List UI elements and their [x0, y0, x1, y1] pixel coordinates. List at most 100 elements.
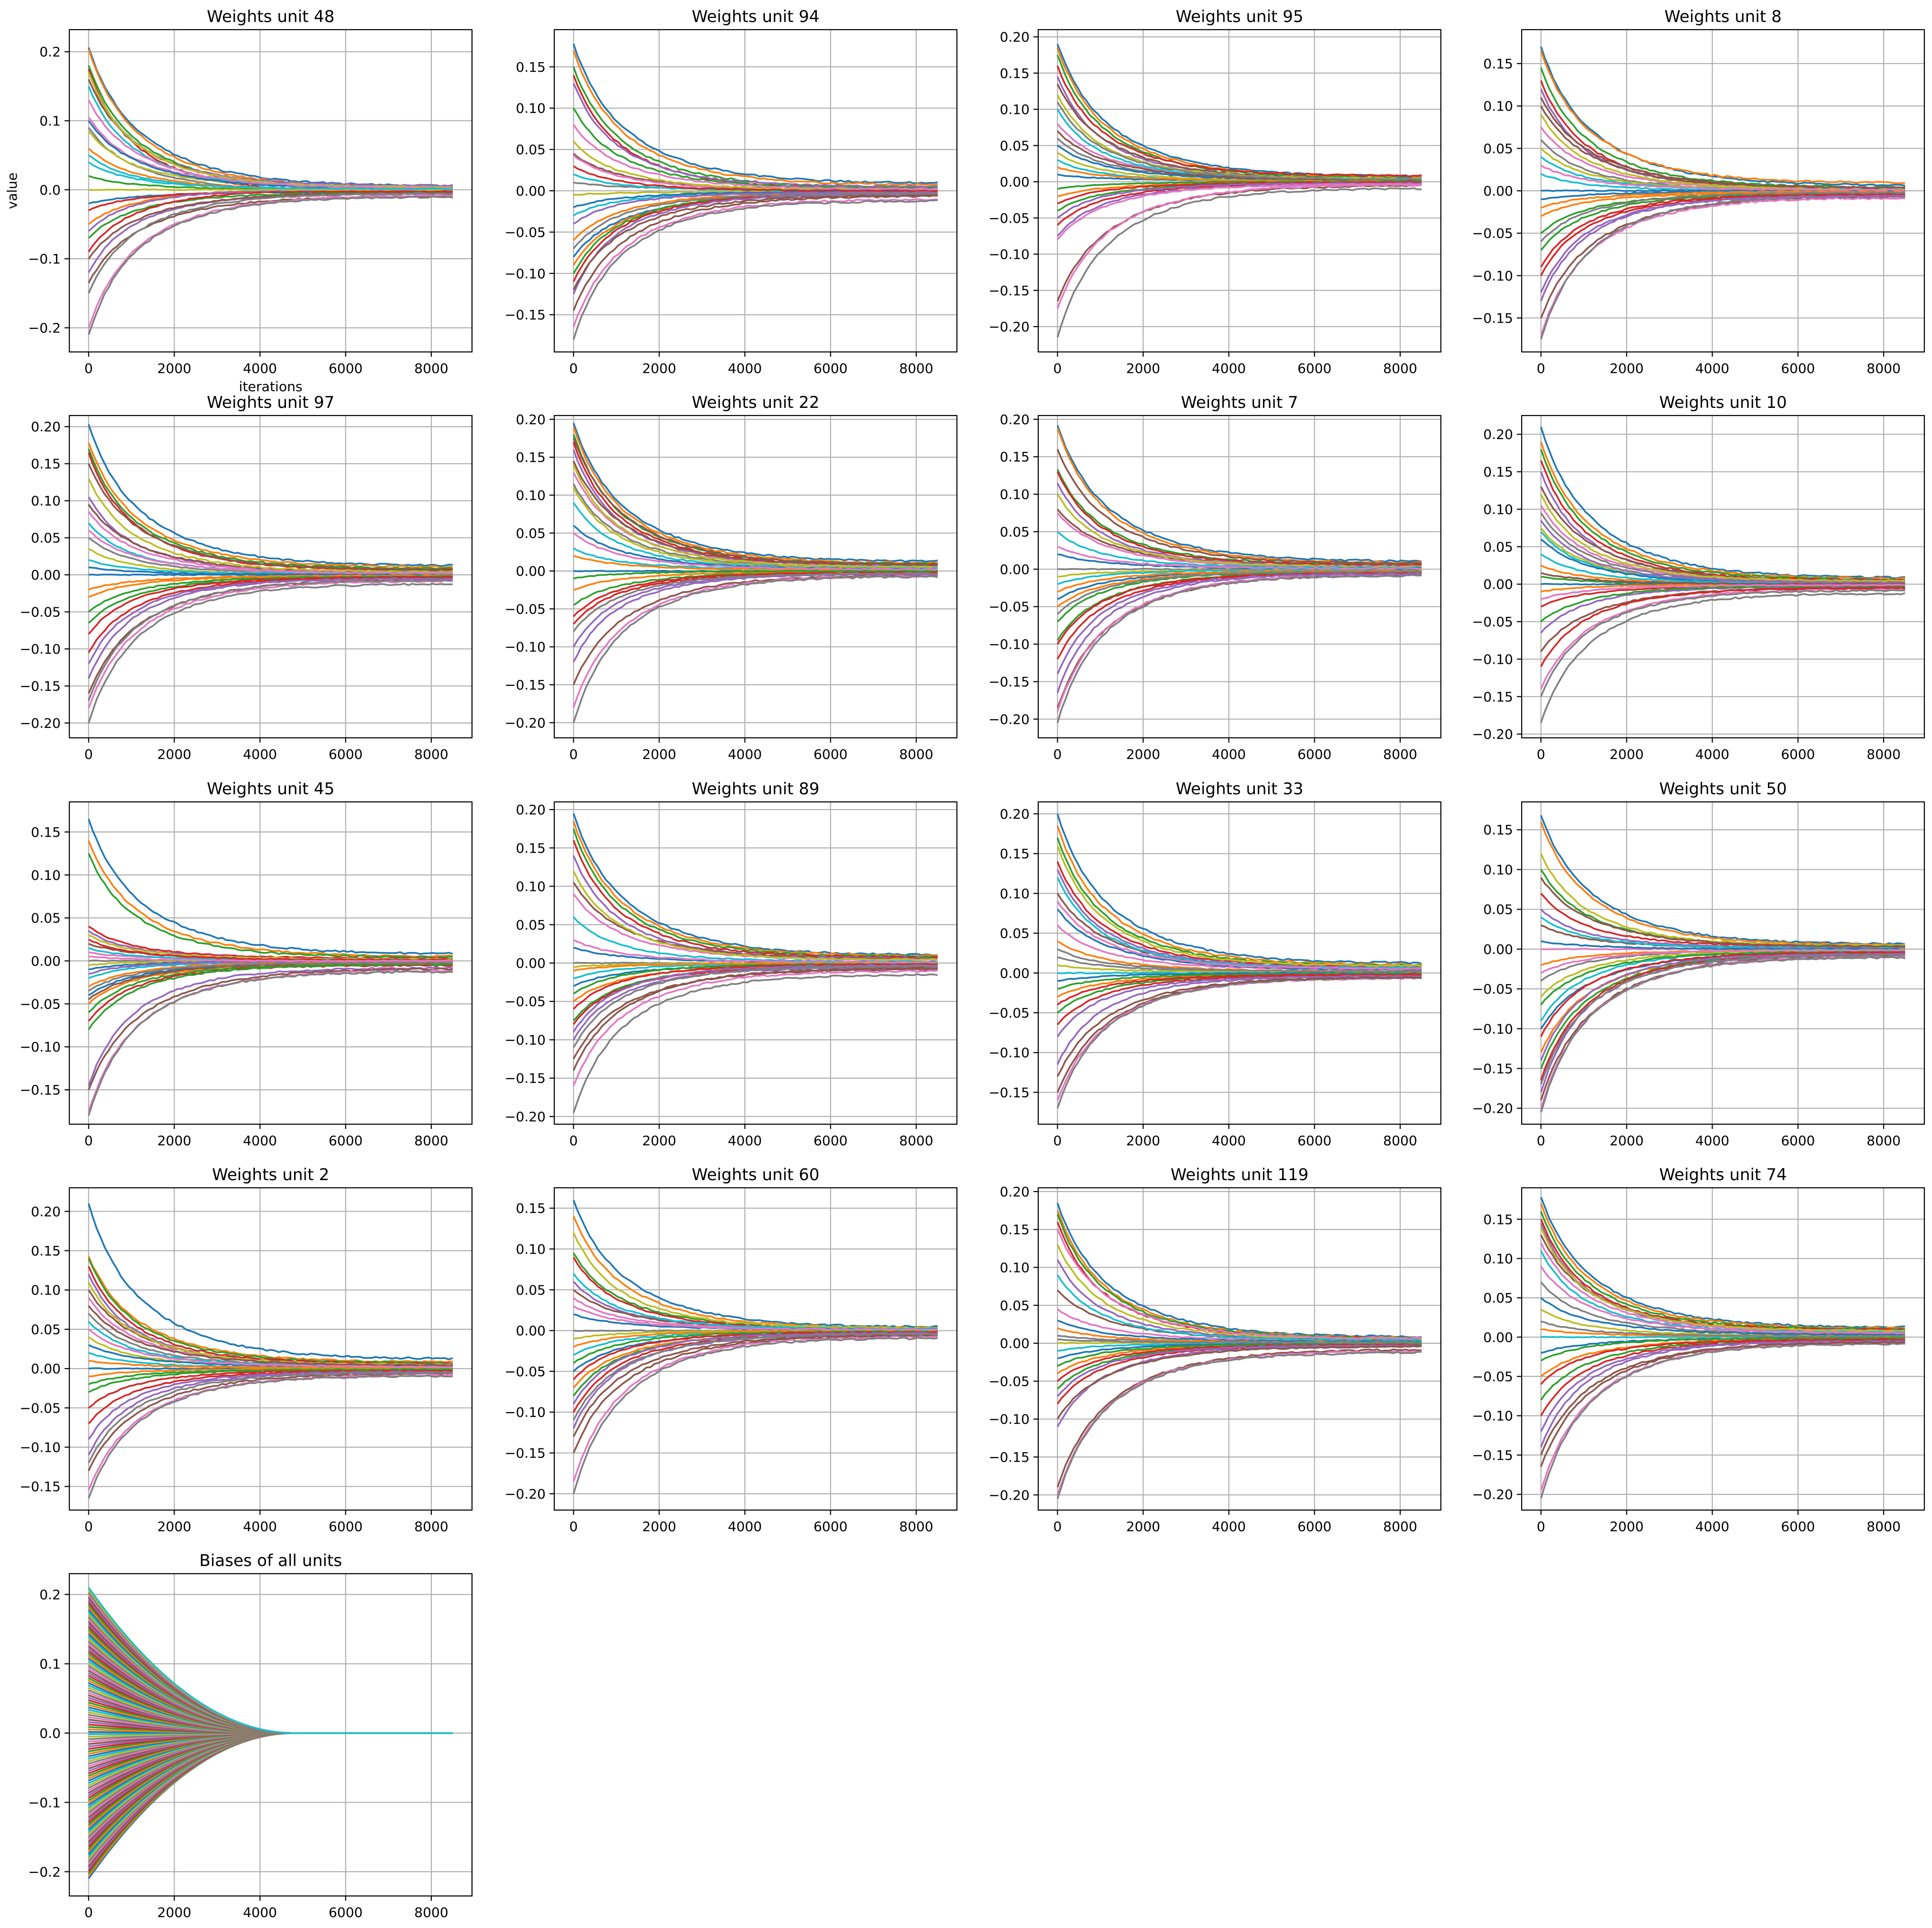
y-tick-label: −0.10: [988, 1045, 1030, 1061]
series-line: [88, 1371, 453, 1464]
series-line: [1540, 821, 1906, 947]
series-line: [1057, 531, 1422, 569]
y-tick-label: 0.1: [39, 113, 61, 129]
x-tick-label: 6000: [1297, 1133, 1331, 1149]
series-line: [572, 966, 938, 1071]
series-line: [1540, 67, 1906, 189]
y-tick-label: −0.05: [988, 1005, 1030, 1021]
series-line: [88, 853, 453, 959]
series-line: [88, 194, 453, 329]
x-tick-label: 8000: [899, 361, 933, 376]
series-line: [572, 821, 938, 957]
series-line: [1056, 469, 1422, 566]
y-tick-label: 0.15: [1000, 1222, 1030, 1238]
series-line: [88, 970, 453, 1116]
x-tick-label: 0: [1537, 746, 1545, 762]
series-line: [1540, 1219, 1906, 1332]
x-tick-label: 4000: [243, 1905, 277, 1920]
series-line: [88, 161, 453, 191]
x-tick-label: 2000: [157, 1519, 191, 1534]
y-tick-label: 0.00: [1000, 561, 1030, 577]
series-line: [1540, 1341, 1905, 1491]
series-line: [1540, 949, 1905, 974]
y-tick-label: −0.05: [505, 601, 546, 617]
x-tick-label: 6000: [813, 1133, 847, 1149]
series-line: [88, 574, 453, 591]
series-line: [1540, 193, 1905, 268]
series-line: [1540, 449, 1905, 581]
series-line: [1056, 183, 1422, 241]
series-line: [88, 1359, 453, 1369]
series-line: [1540, 952, 1905, 1053]
series-line: [1540, 953, 1906, 1081]
y-tick-label: 0.20: [516, 802, 546, 818]
chart-title: Weights unit 89: [692, 779, 820, 799]
series-group: [1056, 1203, 1422, 1499]
y-tick-label: 0.0: [39, 182, 61, 198]
series-group: [88, 819, 453, 1116]
y-tick-label: 0.20: [1483, 427, 1513, 442]
subplot-1: 0 2000 4000 6000 8000 −0.2 −0.1 0.0 0.1 0.2 Weight…: [4, 7, 473, 394]
y-tick-label: 0.15: [1000, 449, 1030, 465]
y-tick-label: 0.15: [31, 456, 61, 472]
subplot-9: 0 2000 4000 6000 8000 −0.15 −0.10 −0.05 0.00 0.05…: [20, 779, 473, 1149]
subplot-12: 0 2000 4000 6000 8000 −0.20 −0.15 −0.10 −0.05 0.0…: [1472, 779, 1925, 1149]
y-tick-label: 0.10: [516, 100, 546, 116]
y-tick-label: 0.10: [31, 867, 61, 883]
series-line: [1056, 1351, 1422, 1499]
chart-title: Weights unit 50: [1659, 779, 1787, 799]
series-group: [572, 43, 938, 340]
series-line: [1056, 449, 1422, 565]
series-line: [572, 964, 938, 1048]
series-line: [1056, 471, 1422, 567]
series-line: [1540, 1227, 1906, 1332]
series-line: [1057, 1338, 1422, 1344]
x-tick-label: 6000: [813, 746, 847, 762]
y-tick-label: −0.15: [1472, 310, 1513, 326]
y-tick-label: 0.15: [1000, 846, 1030, 862]
y-tick-label: 0.00: [1483, 183, 1513, 199]
x-tick-label: 0: [569, 1133, 578, 1149]
series-line: [572, 434, 938, 565]
series-line: [1540, 916, 1905, 950]
x-tick-label: 0: [1537, 1133, 1545, 1149]
series-line: [572, 963, 938, 1010]
y-tick-label: −0.05: [20, 1400, 61, 1416]
x-tick-label: 8000: [1383, 1519, 1417, 1534]
y-tick-label: −0.10: [1472, 651, 1513, 667]
series-line: [88, 1587, 453, 1734]
y-tick-label: 0.10: [516, 488, 546, 504]
y-tick-label: 0.0: [39, 1725, 61, 1741]
series-line: [1056, 44, 1422, 178]
y-tick-label: 0.20: [1000, 1184, 1030, 1200]
series-line: [1540, 877, 1905, 948]
x-tick-label: 0: [569, 1519, 578, 1534]
x-tick-label: 2000: [1610, 1133, 1644, 1149]
series-line: [88, 955, 453, 963]
x-tick-label: 0: [569, 746, 578, 762]
x-tick-label: 4000: [1695, 361, 1729, 376]
chart-title: Weights unit 48: [207, 7, 335, 26]
x-tick-label: 2000: [642, 1133, 676, 1149]
y-tick-label: −0.20: [1472, 1487, 1513, 1502]
x-tick-label: 2000: [1126, 746, 1160, 762]
y-tick-label: −0.05: [20, 604, 61, 620]
y-tick-label: 0.05: [516, 1282, 546, 1298]
series-line: [573, 532, 938, 571]
y-tick-label: −0.10: [1472, 1021, 1513, 1037]
axes-frame: [68, 1573, 473, 1897]
y-tick-label: −0.10: [505, 266, 546, 282]
series-line: [572, 840, 938, 959]
series-line: [1540, 1338, 1905, 1385]
y-tick-label: 0.05: [31, 1322, 61, 1337]
x-axis-label: iterations: [239, 379, 303, 394]
axes-frame: [553, 1187, 958, 1511]
x-tick-label: 2000: [157, 361, 191, 376]
series-line: [1540, 584, 1905, 623]
y-tick-label: −0.15: [988, 1449, 1030, 1465]
series-line: [572, 83, 938, 188]
y-tick-label: −0.05: [1472, 1369, 1513, 1385]
series-line: [572, 1332, 938, 1421]
axes-frame: [1037, 1187, 1442, 1511]
x-tick-label: 2000: [1610, 1519, 1644, 1534]
